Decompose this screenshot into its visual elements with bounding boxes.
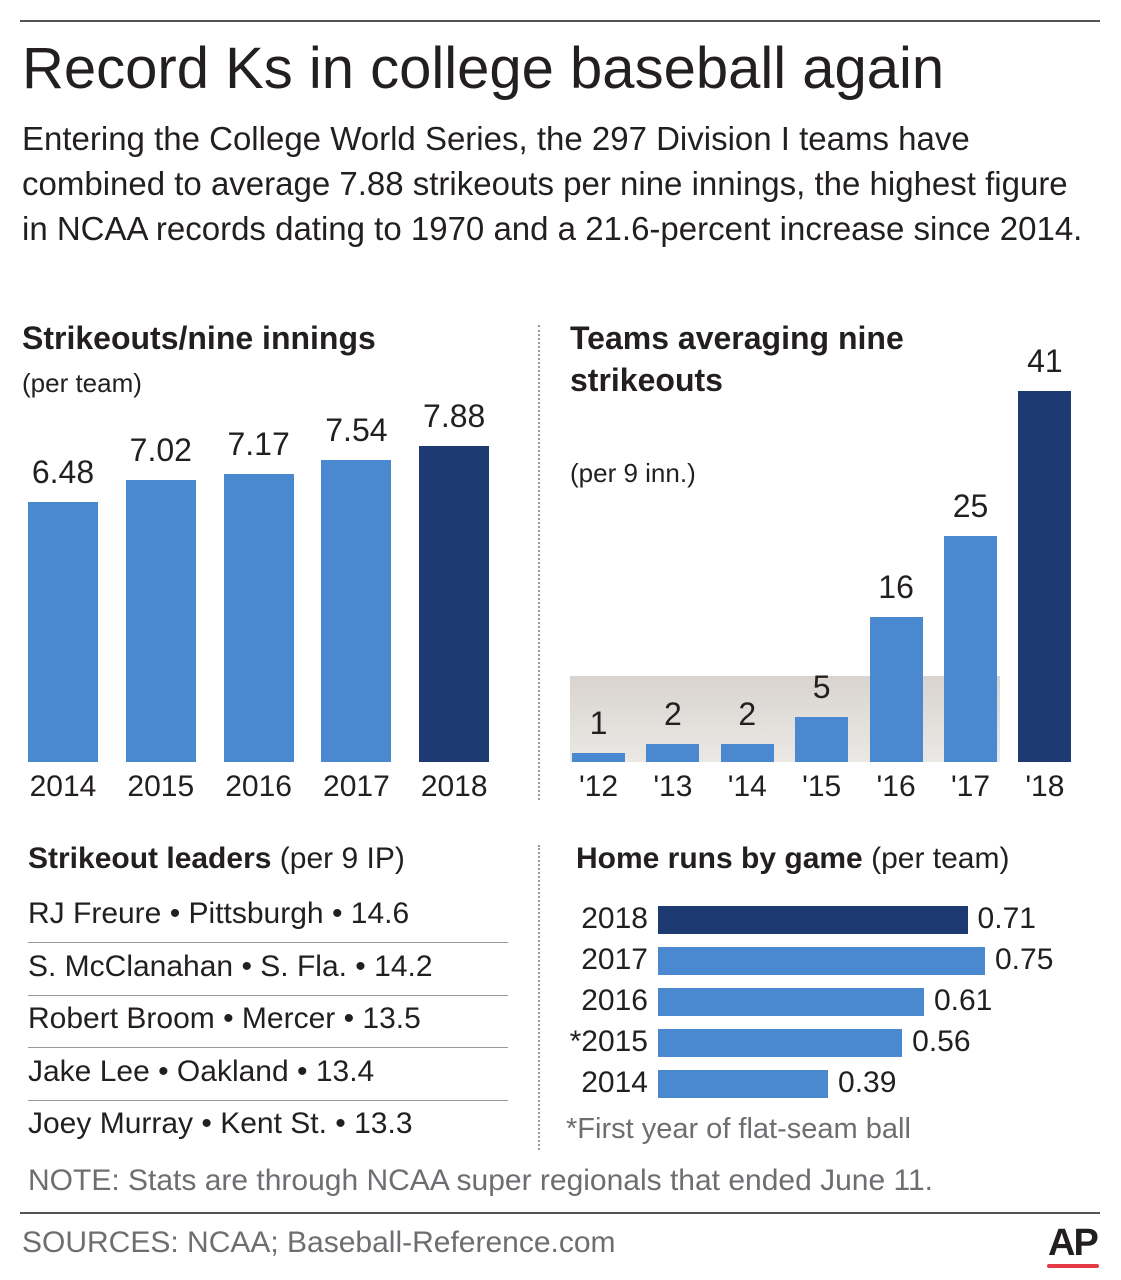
bar — [944, 535, 997, 762]
list-item: Robert Broom • Mercer • 13.5 — [28, 1002, 421, 1035]
x-tick-label: 2014 — [29, 770, 97, 803]
chart2-title-line1: Teams averaging nine — [570, 320, 904, 356]
list-item: Joey Murray • Kent St. • 13.3 — [28, 1107, 413, 1140]
value-label: 0.61 — [933, 984, 993, 1017]
chart2-title-line2: strikeouts — [570, 362, 723, 398]
bar — [572, 752, 625, 762]
top-rule — [20, 20, 1100, 22]
hr-subtitle: (per team) — [871, 842, 1010, 875]
bar — [658, 988, 924, 1016]
x-tick-label: 2017 — [323, 770, 390, 803]
x-tick-label: '15 — [802, 770, 842, 803]
y-tick-label: 2014 — [581, 1066, 648, 1099]
value-label: 7.54 — [325, 411, 388, 448]
bar — [658, 1029, 903, 1057]
value-label: 5 — [812, 668, 831, 705]
value-label: 7.02 — [129, 432, 192, 469]
chart2-subtitle: (per 9 inn.) — [570, 458, 696, 488]
bottom-rule — [20, 1212, 1100, 1214]
x-tick-label: '18 — [1025, 770, 1065, 803]
value-label: 0.71 — [977, 902, 1036, 935]
value-label: 7.17 — [227, 426, 290, 463]
value-label: 41 — [1027, 342, 1063, 379]
list-item: RJ Freure • Pittsburgh • 14.6 — [28, 897, 410, 930]
ap-logo-underline — [1047, 1264, 1099, 1268]
bar — [869, 617, 923, 762]
bar — [658, 906, 968, 934]
x-tick-label: 2015 — [127, 770, 195, 803]
hr-title: Home runs by game — [576, 842, 863, 875]
value-label: 1 — [589, 704, 608, 741]
y-tick-label: 2018 — [581, 902, 648, 935]
value-label: 2 — [738, 695, 757, 732]
intro-text: Entering the College World Series, the 2… — [22, 120, 1083, 247]
y-tick-label: 2016 — [581, 984, 648, 1017]
row-separator — [28, 1099, 508, 1101]
x-tick-label: '16 — [876, 770, 916, 803]
note: NOTE: Stats are through NCAA super regio… — [28, 1164, 933, 1197]
value-label: 6.48 — [31, 454, 95, 491]
ap-logo: AP — [1048, 1222, 1099, 1264]
divider — [538, 845, 540, 1150]
hr-footnote: *First year of flat-seam ball — [566, 1113, 911, 1145]
x-tick-label: '14 — [727, 770, 767, 803]
row-separator — [28, 942, 508, 943]
bar — [646, 743, 700, 762]
value-label: 7.88 — [423, 398, 486, 434]
leaders-subtitle: (per 9 IP) — [279, 842, 405, 875]
bar — [1018, 390, 1072, 762]
x-tick-label: 2016 — [225, 770, 292, 803]
value-label: 16 — [878, 569, 914, 606]
divider — [538, 325, 540, 800]
bar — [223, 474, 294, 762]
bar — [419, 446, 490, 762]
y-tick-label: 2017 — [581, 943, 648, 976]
value-label: 2 — [663, 695, 682, 732]
chart1-subtitle: (per team) — [22, 368, 142, 398]
leaders-heading: Strikeout leaders (per 9 IP) — [28, 842, 405, 876]
list-item: S. McClanahan • S. Fla. • 14.2 — [28, 949, 433, 983]
chart1-title: Strikeouts/nine innings — [22, 320, 376, 356]
x-tick-label: 2018 — [420, 770, 488, 803]
leaders-title: Strikeout leaders — [28, 842, 272, 875]
bar — [321, 459, 392, 762]
x-tick-label: '17 — [950, 770, 991, 803]
value-label: 25 — [952, 487, 989, 524]
x-tick-label: '12 — [578, 770, 619, 803]
hr-heading: Home runs by game (per team) — [576, 842, 1009, 876]
bar — [795, 716, 849, 762]
bar — [125, 480, 196, 762]
value-label: 0.75 — [995, 943, 1054, 976]
photo-ground — [570, 676, 1000, 762]
bar — [720, 743, 774, 762]
page-title: Record Ks in college baseball again — [22, 36, 945, 101]
value-label: 0.56 — [912, 1025, 971, 1058]
sources: SOURCES: NCAA; Baseball-Reference.com — [22, 1226, 616, 1259]
bar — [28, 502, 98, 762]
bar — [658, 1070, 829, 1098]
value-label: 0.39 — [838, 1066, 897, 1099]
bar — [658, 947, 985, 975]
y-tick-label: *2015 — [569, 1025, 648, 1058]
list-item: Jake Lee • Oakland • 13.4 — [28, 1054, 375, 1088]
row-separator — [28, 1047, 508, 1048]
row-separator — [28, 994, 508, 996]
x-tick-label: '13 — [653, 770, 693, 803]
